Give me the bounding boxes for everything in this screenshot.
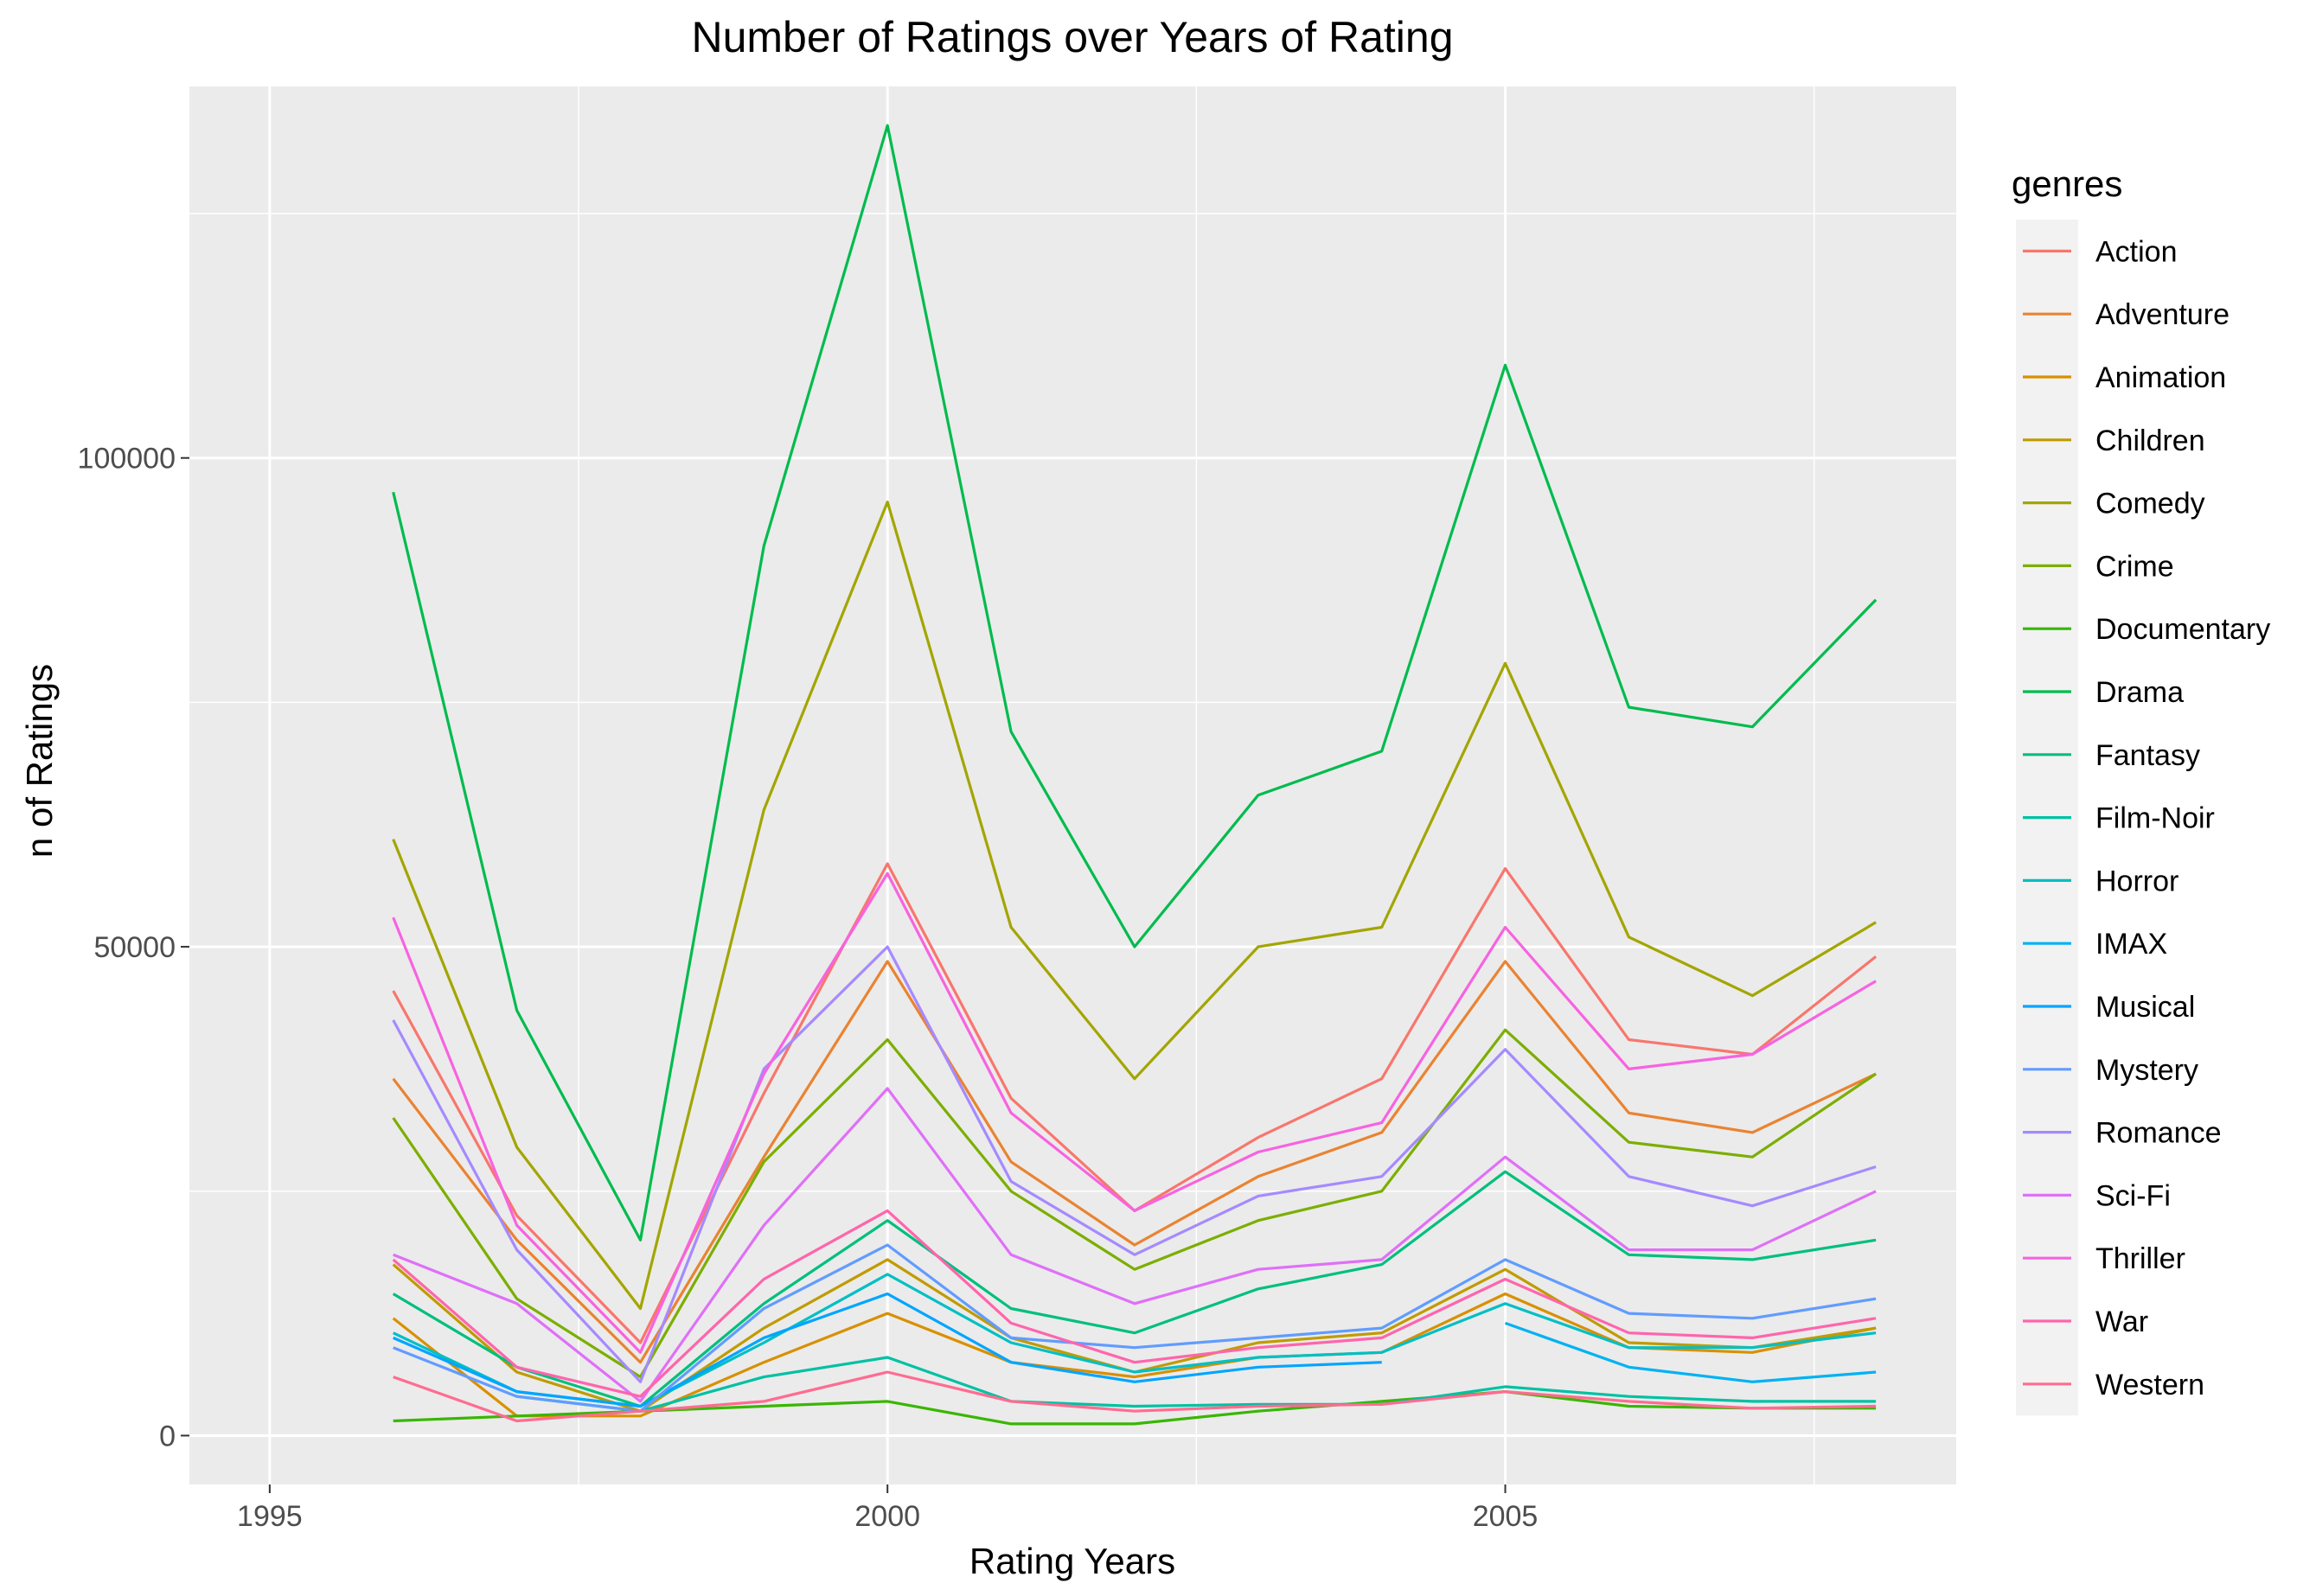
legend-label-fantasy: Fantasy xyxy=(2095,739,2200,772)
legend: genres Action Adventure Animation Children C… xyxy=(2012,163,2270,1416)
plot-panel xyxy=(189,86,1956,1484)
x-axis-title: Rating Years xyxy=(969,1541,1175,1581)
legend-label-animation: Animation xyxy=(2095,361,2226,394)
legend-label-imax: IMAX xyxy=(2095,928,2167,961)
legend-label-horror: Horror xyxy=(2095,865,2178,897)
legend-title: genres xyxy=(2012,163,2122,204)
x-tick-label: 1995 xyxy=(237,1500,303,1533)
legend-label-comedy: Comedy xyxy=(2095,488,2205,520)
y-axis: 0 50000 100000 xyxy=(78,443,189,1452)
series-line-comedy xyxy=(392,500,1877,1311)
y-tick-label: 0 xyxy=(159,1420,176,1452)
legend-items: Action Adventure Animation Children Comedy Cr… xyxy=(2023,235,2270,1401)
legend-label-adventure: Adventure xyxy=(2095,298,2230,331)
series-lines xyxy=(392,124,1878,1426)
legend-label-documentary: Documentary xyxy=(2095,613,2270,646)
series-line-imax xyxy=(1504,1321,1877,1383)
series-line-musical xyxy=(393,1292,1382,1408)
x-axis: 1995 2000 2005 xyxy=(237,1484,1538,1533)
series-line-film-noir xyxy=(516,1356,1877,1413)
legend-label-sci-fi: Sci-Fi xyxy=(2095,1179,2171,1212)
legend-label-film-noir: Film-Noir xyxy=(2095,802,2215,835)
series-line-sci-fi xyxy=(393,1087,1877,1403)
series-line-war xyxy=(392,1209,1877,1398)
chart-title: Number of Ratings over Years of Rating xyxy=(691,13,1453,61)
legend-label-thriller: Thriller xyxy=(2095,1242,2185,1275)
series-line-drama xyxy=(392,124,1878,1242)
y-tick-label: 100000 xyxy=(78,443,176,476)
legend-label-mystery: Mystery xyxy=(2095,1054,2198,1087)
series-line-romance xyxy=(392,945,1877,1383)
x-tick-label: 2005 xyxy=(1473,1500,1539,1533)
y-tick-label: 50000 xyxy=(93,931,176,964)
legend-label-western: Western xyxy=(2095,1369,2204,1401)
legend-label-crime: Crime xyxy=(2095,550,2174,583)
x-tick-label: 2000 xyxy=(854,1500,920,1533)
series-line-thriller xyxy=(392,871,1877,1354)
legend-label-romance: Romance xyxy=(2095,1117,2222,1150)
major-gridlines xyxy=(189,86,1956,1484)
legend-label-action: Action xyxy=(2095,235,2178,268)
legend-label-drama: Drama xyxy=(2095,676,2184,709)
series-line-adventure xyxy=(392,960,1877,1364)
legend-label-children: Children xyxy=(2095,425,2205,457)
y-axis-title: n of Ratings xyxy=(19,664,60,858)
legend-label-musical: Musical xyxy=(2095,991,2195,1024)
legend-label-war: War xyxy=(2095,1306,2148,1338)
series-line-crime xyxy=(392,1028,1877,1379)
series-line-western xyxy=(393,1370,1877,1423)
